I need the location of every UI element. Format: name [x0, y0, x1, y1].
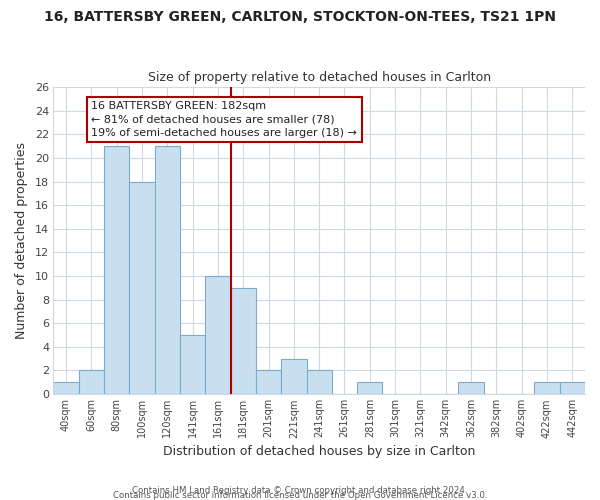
Bar	[180, 335, 205, 394]
Y-axis label: Number of detached properties: Number of detached properties	[15, 142, 28, 339]
Bar	[130, 182, 155, 394]
Bar	[458, 382, 484, 394]
Bar	[230, 288, 256, 394]
Bar	[155, 146, 180, 394]
Bar	[104, 146, 130, 394]
Bar	[53, 382, 79, 394]
X-axis label: Distribution of detached houses by size in Carlton: Distribution of detached houses by size …	[163, 444, 475, 458]
Text: 16, BATTERSBY GREEN, CARLTON, STOCKTON-ON-TEES, TS21 1PN: 16, BATTERSBY GREEN, CARLTON, STOCKTON-O…	[44, 10, 556, 24]
Text: 16 BATTERSBY GREEN: 182sqm
← 81% of detached houses are smaller (78)
19% of semi: 16 BATTERSBY GREEN: 182sqm ← 81% of deta…	[91, 101, 357, 138]
Bar	[281, 358, 307, 394]
Bar	[535, 382, 560, 394]
Bar	[79, 370, 104, 394]
Bar	[307, 370, 332, 394]
Bar	[357, 382, 382, 394]
Text: Contains HM Land Registry data © Crown copyright and database right 2024.: Contains HM Land Registry data © Crown c…	[132, 486, 468, 495]
Bar	[205, 276, 230, 394]
Bar	[560, 382, 585, 394]
Bar	[256, 370, 281, 394]
Text: Contains public sector information licensed under the Open Government Licence v3: Contains public sector information licen…	[113, 490, 487, 500]
Title: Size of property relative to detached houses in Carlton: Size of property relative to detached ho…	[148, 72, 491, 85]
